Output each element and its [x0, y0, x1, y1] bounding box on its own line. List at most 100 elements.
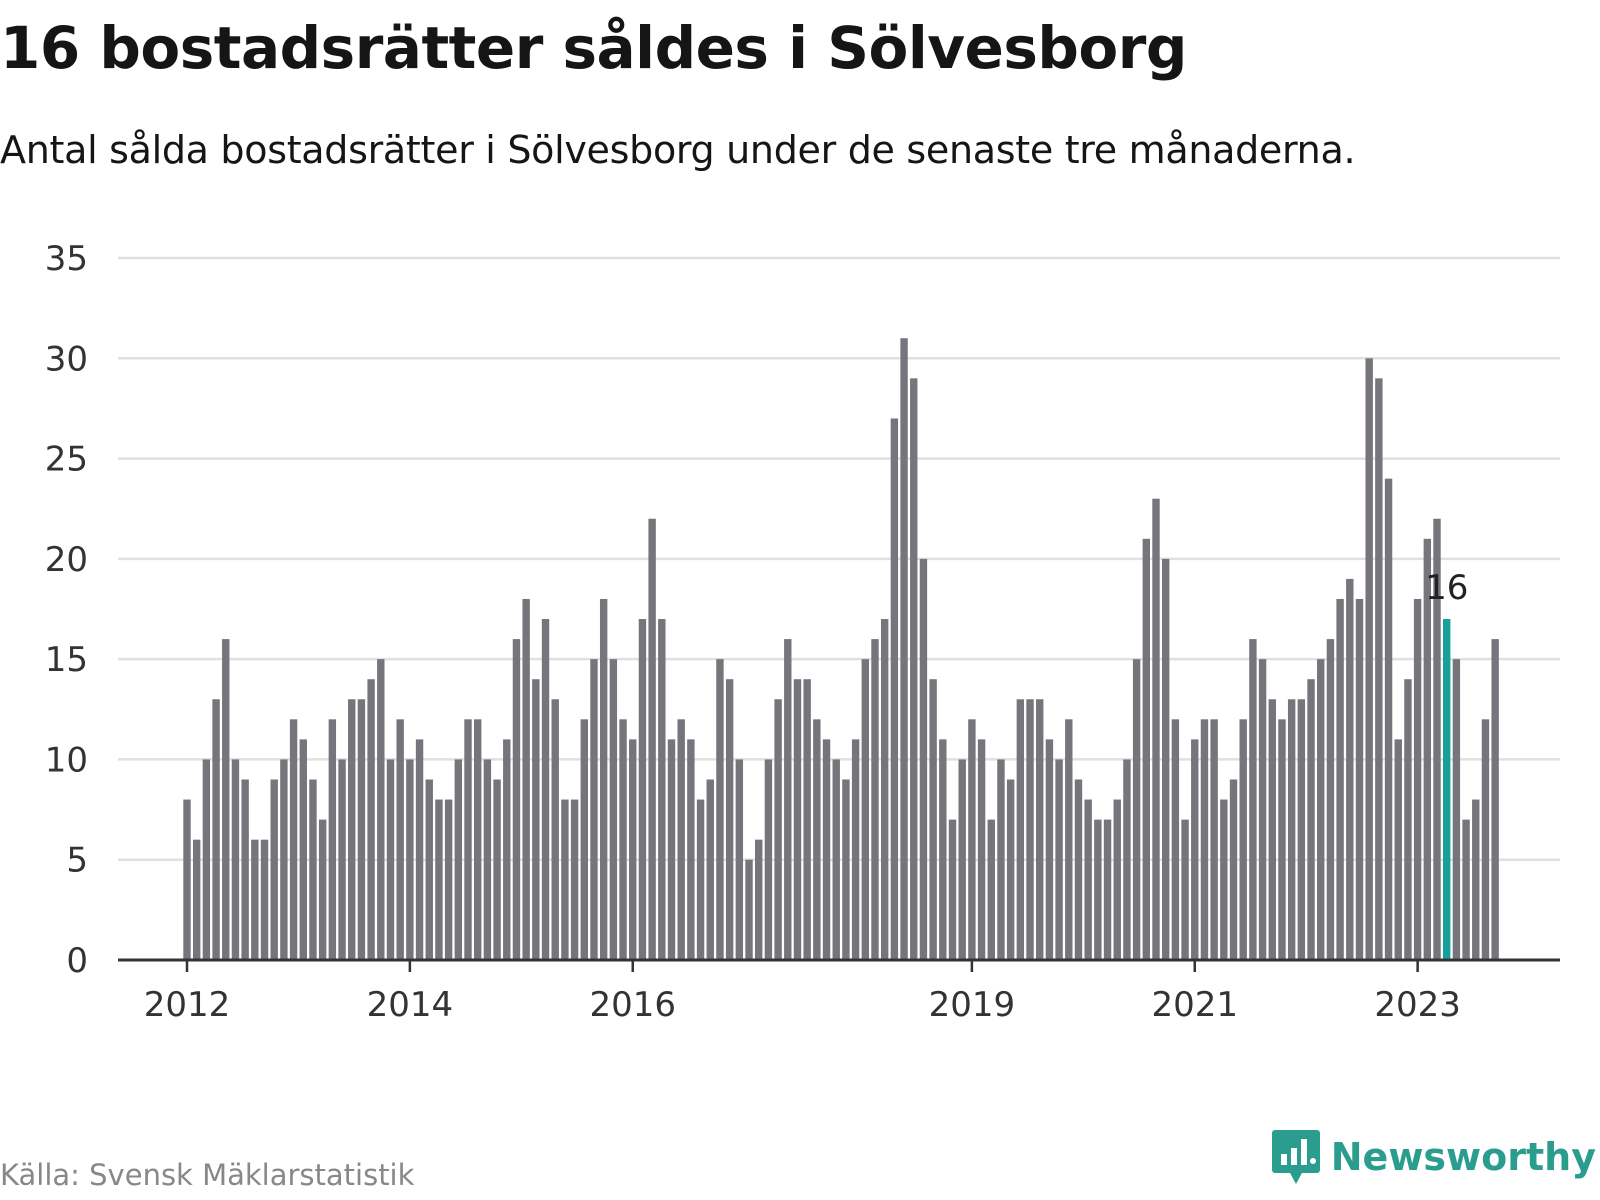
bar	[1220, 799, 1228, 960]
bar	[1094, 819, 1102, 960]
bar	[813, 719, 821, 960]
bar	[725, 679, 734, 960]
bar	[231, 759, 240, 960]
bar	[1171, 719, 1180, 960]
bar	[1132, 659, 1141, 960]
bar	[1181, 819, 1189, 960]
x-tick-label: 2021	[1151, 985, 1238, 1025]
bar	[1297, 699, 1306, 960]
bar	[842, 779, 850, 960]
bar	[338, 759, 346, 960]
bar	[1423, 538, 1432, 960]
bar	[638, 619, 647, 960]
bar	[348, 699, 356, 960]
bar	[910, 378, 918, 961]
bar	[687, 739, 695, 960]
y-axis-labels: 0 5 10 15 20 25 30 35	[45, 239, 88, 981]
bar	[919, 558, 928, 960]
bar	[997, 759, 1005, 960]
y-tick-label: 35	[45, 239, 88, 279]
bar	[619, 719, 627, 960]
bar	[1346, 578, 1354, 960]
bar	[1016, 699, 1025, 960]
brand-name: Newsworthy	[1330, 1135, 1596, 1179]
bar	[968, 719, 976, 960]
bar	[580, 719, 588, 960]
bar	[987, 819, 995, 960]
bar	[1326, 639, 1335, 960]
highlight-bar	[1443, 619, 1451, 960]
bar	[425, 779, 433, 960]
bar	[396, 719, 404, 960]
bar	[1481, 719, 1490, 960]
bar	[1375, 378, 1383, 961]
bar	[280, 759, 288, 960]
bar	[590, 659, 598, 960]
bar	[241, 779, 249, 960]
bar	[599, 598, 608, 960]
bar	[222, 639, 230, 960]
bar	[483, 759, 492, 960]
y-tick-label: 20	[45, 540, 88, 580]
bar	[270, 779, 278, 960]
chart-subtitle: Antal sålda bostadsrätter i Sölvesborg u…	[0, 128, 1356, 172]
bar	[1084, 799, 1092, 960]
bar	[1317, 659, 1325, 960]
bar	[1472, 799, 1480, 960]
bar	[202, 759, 211, 960]
bar	[648, 518, 656, 960]
bar	[1268, 699, 1276, 960]
bar	[551, 699, 559, 960]
bar	[1006, 779, 1015, 960]
bar	[880, 619, 889, 960]
bar	[541, 619, 550, 960]
bar	[900, 338, 908, 961]
bar	[464, 719, 472, 960]
bar	[251, 839, 259, 960]
bar	[1307, 679, 1315, 960]
bar	[677, 719, 685, 960]
bar	[629, 739, 637, 960]
bar	[1142, 538, 1151, 960]
newsworthy-logo-icon	[1271, 1130, 1320, 1184]
bar	[1462, 819, 1470, 960]
bar	[658, 619, 666, 960]
source-credit: Källa: Svensk Mäklarstatistik	[0, 1158, 415, 1192]
bar	[948, 819, 957, 960]
bar	[1249, 639, 1257, 960]
bar	[1123, 759, 1131, 960]
bar	[309, 779, 317, 960]
bar	[1191, 739, 1199, 960]
bar	[929, 679, 937, 960]
bar	[474, 719, 482, 960]
bar	[832, 759, 840, 960]
bar	[1065, 719, 1073, 960]
bar	[299, 739, 307, 960]
bar	[1287, 699, 1296, 960]
bar	[1055, 759, 1063, 960]
bar	[1258, 659, 1267, 960]
y-tick-label: 15	[45, 640, 88, 680]
bar	[183, 799, 191, 960]
bar	[822, 739, 831, 960]
bar	[532, 679, 540, 960]
value-label: 16	[1425, 568, 1468, 608]
bar	[512, 639, 521, 960]
bar	[803, 679, 811, 960]
bar	[871, 639, 879, 960]
bar	[386, 759, 395, 960]
bar	[289, 719, 298, 960]
annotations: 16	[1425, 568, 1468, 608]
bar	[1161, 558, 1170, 960]
bar	[1026, 699, 1034, 960]
bar	[1045, 739, 1054, 960]
bar	[764, 759, 773, 960]
y-tick-label: 25	[45, 440, 88, 480]
bar	[570, 799, 579, 960]
bar	[444, 799, 453, 960]
bar	[755, 839, 763, 960]
bar	[1355, 598, 1364, 960]
bar	[377, 659, 385, 960]
y-tick-label: 10	[45, 740, 88, 780]
bar	[1384, 478, 1393, 960]
